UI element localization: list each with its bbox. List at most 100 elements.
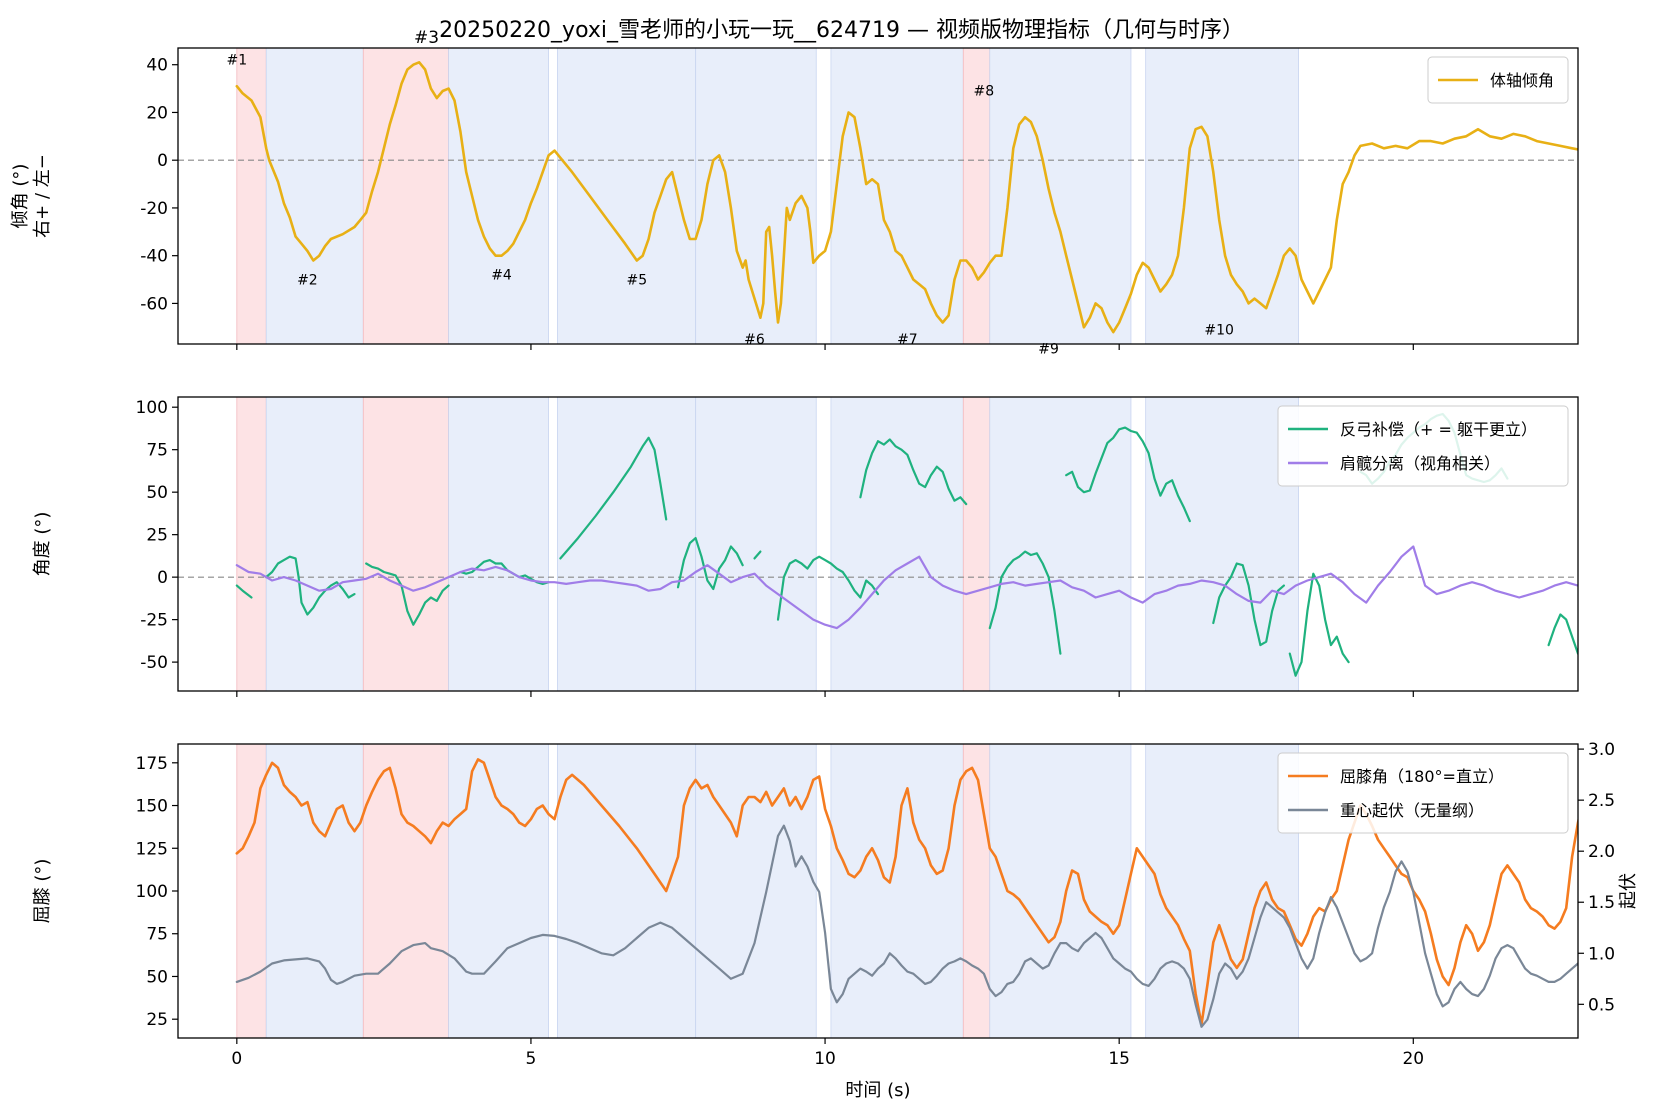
phase-span-blue — [265, 744, 364, 1038]
axes-frame — [177, 396, 1579, 692]
panel-middle: 100 75 50 25 0 -25 -50 角度 (°) 反弓补偿（+ = 躯干更立） 肩髋分离… — [32, 396, 1608, 697]
y-axis-label-line: 倾角 (°) — [10, 164, 31, 229]
legend-label: 屈膝角（180°=直立） — [1340, 767, 1504, 786]
point-annotation: #1 — [227, 53, 248, 69]
phase-span-blue — [989, 397, 1132, 691]
y-tick-label: -20 — [140, 199, 168, 219]
phase-spans — [236, 397, 1299, 691]
phase-spans — [236, 48, 1299, 344]
y-tick-label: 125 — [136, 839, 168, 859]
series-line-1-seg-12 — [1288, 572, 1350, 677]
point-annotation: #8 — [974, 84, 995, 100]
legend-box — [1427, 56, 1569, 104]
legend-label: 体轴倾角 — [1490, 71, 1554, 90]
series-lines — [235, 758, 1578, 1028]
title-prefix: #3 — [414, 28, 439, 48]
legend: 体轴倾角 — [1427, 56, 1569, 104]
y-tick-label: -60 — [140, 294, 168, 314]
y-tick-label: 100 — [136, 398, 168, 418]
y-tick-label: 0 — [157, 568, 168, 588]
y2-tick-label: 2.0 — [1588, 842, 1615, 862]
phase-span-blue — [830, 48, 964, 344]
y-tick-label: 50 — [146, 967, 168, 987]
phase-span-blue — [557, 48, 697, 344]
phase-span-blue — [448, 744, 549, 1038]
point-annotation: #7 — [897, 332, 918, 348]
phase-span-blue — [695, 744, 817, 1038]
y-tick-label: -40 — [140, 247, 168, 267]
series-line-1-seg-15 — [1596, 662, 1608, 665]
series-line-1-seg-7 — [776, 555, 880, 621]
y-tick-label: 40 — [146, 56, 168, 76]
phase-span-blue — [830, 744, 964, 1038]
point-annotation: #10 — [1204, 322, 1234, 338]
x-tick-label: 0 — [231, 1049, 242, 1069]
phase-span-blue — [1145, 48, 1299, 344]
point-annotation: #4 — [491, 268, 512, 284]
phase-span-blue — [448, 48, 549, 344]
y2-tick-label: 1.5 — [1588, 893, 1615, 913]
series-line-1-seg-14 — [1547, 613, 1578, 655]
y-axis-label-line: 屈膝 (°) — [32, 859, 53, 924]
figure-title: #320250220_yoxi_雪老师的小玩一玩__624719 — 视频版物理… — [414, 18, 1244, 48]
legend-label: 肩髋分离（视角相关） — [1340, 454, 1500, 473]
axes-frame — [177, 47, 1579, 345]
series-line-1-seg-5 — [676, 537, 744, 591]
phase-span-red — [362, 397, 449, 691]
phase-spans — [236, 744, 1299, 1038]
y2-tick-label: 1.0 — [1588, 944, 1615, 964]
phase-span-blue — [265, 397, 364, 691]
x-axis-label: 时间 (s) — [845, 1080, 910, 1101]
y-axis-label-line: 右+ / 左− — [32, 154, 53, 238]
x-tick-label: 20 — [1402, 1049, 1424, 1069]
series-line-1-seg-0 — [235, 61, 1578, 334]
y-tick-label: 50 — [146, 483, 168, 503]
series-line-2-seg-0 — [235, 824, 1578, 1028]
series-line-1-seg-9 — [988, 550, 1062, 655]
legend: 反弓补偿（+ = 躯干更立） 肩髋分离（视角相关） — [1277, 405, 1569, 487]
y2-axis-label: 起伏 — [1618, 873, 1639, 909]
phase-span-blue — [830, 397, 964, 691]
y2-tick-label: 0.5 — [1588, 995, 1615, 1015]
phase-span-red — [236, 744, 267, 1038]
phase-span-blue — [557, 397, 697, 691]
series-lines — [235, 61, 1578, 334]
y2-tick-label: 2.5 — [1588, 791, 1615, 811]
y-tick-label: 75 — [146, 925, 168, 945]
series-line-1-seg-8 — [859, 438, 968, 506]
legend: 屈膝角（180°=直立） 重心起伏（无量纲） — [1277, 752, 1569, 834]
legend-box — [1277, 752, 1569, 834]
phase-span-red — [962, 744, 991, 1038]
phase-span-blue — [557, 744, 697, 1038]
phase-span-blue — [989, 744, 1132, 1038]
y-tick-label: 75 — [146, 441, 168, 461]
legend-label: 重心起伏（无量纲） — [1340, 801, 1484, 820]
phase-span-red — [962, 397, 991, 691]
y-tick-label: -50 — [140, 653, 168, 673]
phase-span-red — [362, 744, 449, 1038]
phase-span-red — [236, 397, 267, 691]
y-tick-label: 25 — [146, 526, 168, 546]
series-line-1-seg-0 — [235, 584, 253, 599]
y-tick-label: 0 — [157, 151, 168, 171]
legend-box — [1277, 405, 1569, 487]
y-tick-label: 100 — [136, 882, 168, 902]
point-annotation: #9 — [1038, 342, 1059, 358]
panel-top: 40 20 0 -20 -40 -60 倾角 (°) 右+ / 左− #1 #2 #4 #5 #6 #7 #… — [10, 47, 1579, 358]
phase-span-blue — [695, 48, 817, 344]
y-axis-label-line: 角度 (°) — [32, 512, 53, 577]
legend-label: 反弓补偿（+ = 躯干更立） — [1340, 420, 1537, 439]
y-tick-label: -25 — [140, 611, 168, 631]
x-tick-label: 5 — [526, 1049, 537, 1069]
y-tick-label: 25 — [146, 1010, 168, 1030]
phase-span-red — [236, 48, 267, 344]
phase-span-blue — [448, 397, 549, 691]
series-line-1-seg-10 — [1065, 426, 1191, 523]
panel-bottom: 175 150 125 100 75 50 25 0 5 10 15 20 3.0 2.5 2.0 1.5 1.… — [32, 740, 1639, 1101]
phase-span-blue — [989, 48, 1132, 344]
x-tick-label: 15 — [1108, 1049, 1130, 1069]
x-tick-label: 10 — [814, 1049, 836, 1069]
series-line-1-seg-2 — [365, 562, 450, 626]
series-line-2-seg-0 — [235, 545, 1578, 630]
